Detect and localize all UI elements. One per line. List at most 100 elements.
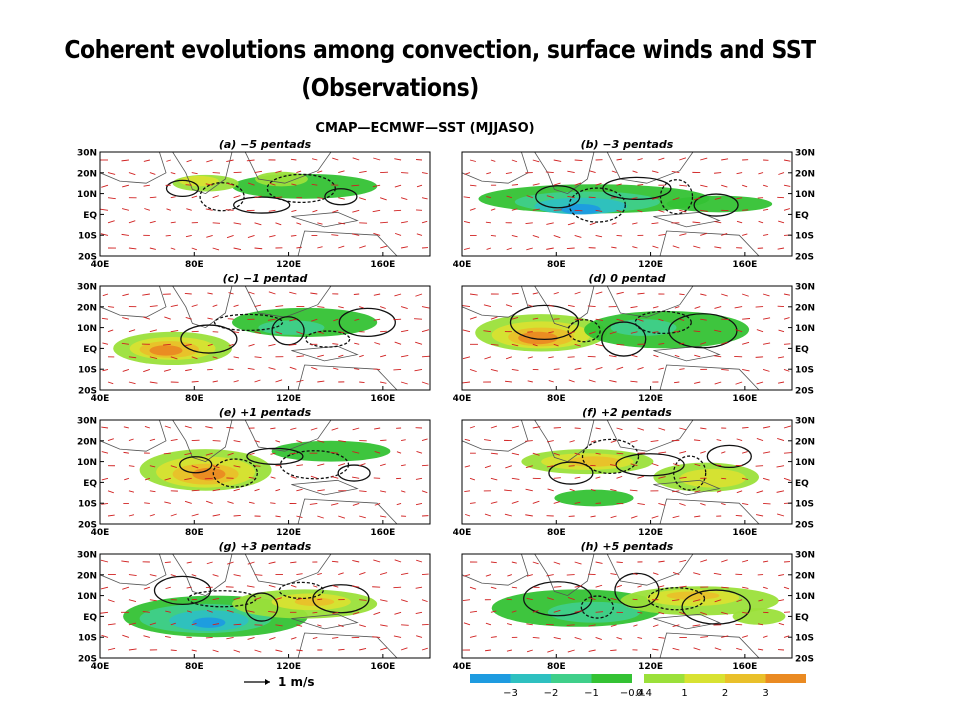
wind-vector (233, 514, 241, 517)
wind-vector (736, 197, 743, 200)
wind-vector (170, 304, 179, 308)
wind-vector (469, 159, 477, 162)
wind-vector (490, 425, 497, 429)
wind-vector (610, 649, 617, 652)
wind-vector (254, 574, 263, 576)
wind-vector (637, 292, 645, 295)
contour-line (324, 188, 358, 206)
wind-vector (186, 561, 192, 564)
wind-vector (351, 184, 360, 187)
wind-vector (595, 561, 603, 564)
wind-vector (393, 635, 402, 638)
wind-vector (372, 636, 381, 638)
wind-vector (317, 246, 323, 249)
wind-vector (651, 222, 659, 225)
wind-vector (204, 477, 213, 480)
wind-vector (742, 611, 749, 614)
wind-vector (122, 293, 130, 297)
wind-vector (464, 490, 471, 493)
wind-vector (714, 599, 722, 603)
wind-vector (485, 574, 492, 577)
wind-vector (128, 381, 136, 385)
wind-vector (700, 209, 708, 212)
colorbar-label: −0.4 (620, 688, 644, 699)
wind-vector (511, 159, 518, 163)
contour-line (634, 310, 692, 335)
y-tick-label: 10N (795, 458, 815, 468)
wind-vector (149, 465, 156, 468)
wind-vector (185, 343, 192, 347)
wind-vector (776, 513, 785, 517)
y-tick-label: 20S (78, 253, 97, 263)
wind-vector (351, 476, 360, 479)
wind-vector (207, 343, 213, 347)
x-tick-label: 40E (91, 260, 110, 270)
x-tick-label: 40E (453, 528, 472, 538)
wind-vector (742, 451, 748, 454)
wind-vector (757, 648, 764, 651)
wind-vector (296, 355, 305, 358)
wind-vector (248, 476, 255, 479)
y-tick-label: 20S (795, 253, 814, 263)
y-tick-label: 30N (795, 417, 815, 427)
wind-vector (296, 597, 303, 601)
coastline (244, 152, 332, 184)
wind-vector (128, 329, 136, 333)
wind-vector (248, 343, 255, 347)
wind-vector (692, 624, 701, 627)
wind-vector (469, 184, 477, 187)
wind-vector (525, 514, 533, 517)
wind-vector (574, 209, 583, 212)
wind-vector (421, 172, 428, 175)
y-tick-label: 10S (795, 500, 814, 510)
wind-vector (212, 440, 221, 442)
wind-vector (637, 611, 643, 614)
wind-vector (373, 611, 381, 615)
wind-vector (672, 647, 680, 651)
wind-vector (490, 452, 498, 455)
wind-vector (352, 502, 360, 506)
wind-vector (616, 209, 622, 213)
wind-vector (736, 599, 743, 603)
wind-vector (546, 222, 554, 225)
x-tick-label: 160E (732, 528, 757, 538)
wind-vector (505, 380, 512, 383)
wind-vector (469, 208, 476, 211)
wind-vector (107, 197, 116, 200)
wind-vector (164, 561, 171, 564)
wind-vector (338, 245, 345, 249)
wind-vector (107, 438, 114, 441)
wind-vector (464, 247, 471, 250)
wind-vector (374, 451, 381, 454)
wind-vector (574, 159, 583, 162)
wind-vector (700, 559, 708, 563)
x-tick-label: 40E (91, 528, 110, 538)
wind-vector (652, 306, 659, 309)
y-tick-label: 10S (795, 232, 814, 242)
wind-vector (721, 635, 729, 638)
wind-vector (553, 609, 561, 613)
wind-vector (658, 502, 666, 506)
wind-vector (590, 489, 596, 492)
wind-vector (191, 513, 199, 517)
wind-vector (721, 341, 728, 345)
wind-vector (149, 356, 158, 359)
wind-vector (380, 381, 387, 384)
wind-vector (658, 343, 665, 345)
wind-vector (330, 502, 339, 506)
wind-vector (755, 514, 764, 517)
wind-vector (170, 172, 176, 175)
contour-line (180, 324, 238, 354)
wind-vector (679, 157, 687, 161)
wind-vector (469, 502, 476, 504)
wind-vector (317, 331, 324, 334)
wind-vector (756, 438, 764, 441)
wind-vector (166, 208, 171, 211)
wind-vector (107, 306, 115, 308)
wind-vector (359, 381, 365, 383)
wind-vector (170, 196, 176, 199)
wind-vector (254, 649, 262, 653)
contour-line (668, 313, 738, 349)
